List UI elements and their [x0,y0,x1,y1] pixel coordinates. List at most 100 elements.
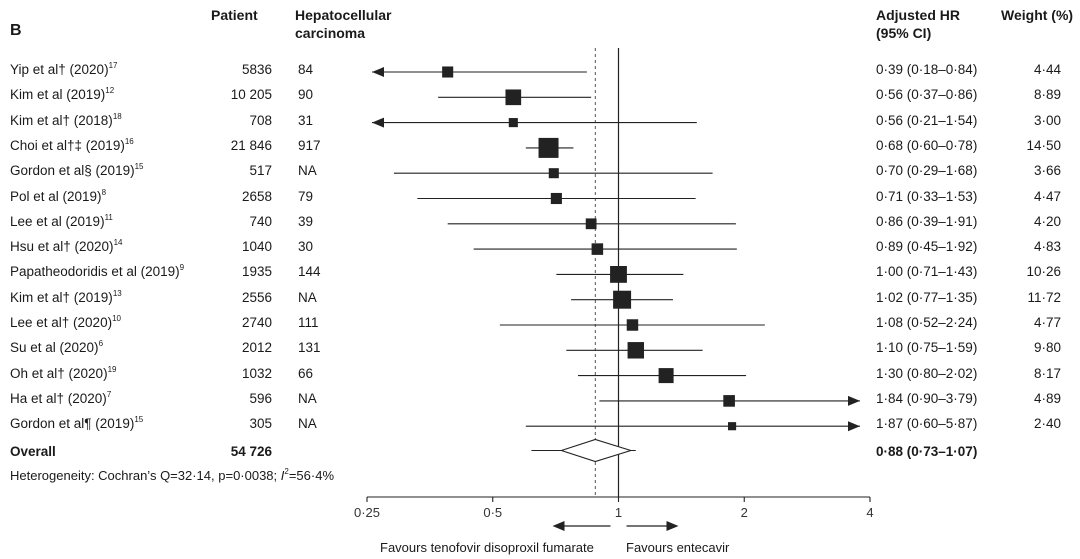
study-ref: 18 [112,111,122,121]
study-name: Kim et al† (2019)13 [10,289,122,306]
study-patients: 10 205 [230,87,272,103]
study-weight: 3·00 [1033,112,1061,128]
study-hr: 1·87 (0·60–5·87) [876,416,978,432]
heterogeneity-text: Heterogeneity: Cochran’s Q=32·14, p=0·00… [10,468,334,484]
point-estimate [508,118,518,128]
study-patients: 2556 [241,289,272,305]
study-hcc: 111 [298,315,319,330]
favours-left: Favours tenofovir disoproxil fumarate [380,540,594,555]
study-label: Kim et al† (2019) [10,289,113,305]
study-hcc: 144 [298,264,321,280]
study-patients: 596 [249,390,272,406]
panel-label: B [10,22,22,39]
study-hcc: 90 [298,87,314,103]
study-patients: 517 [249,163,272,179]
study-patients: 21 846 [230,137,272,153]
study-hcc: NA [298,390,317,406]
weight-header: Weight (%) [1001,7,1074,23]
study-name: Gordon et al§ (2019)15 [10,163,144,179]
study-patients: 1040 [241,239,272,255]
overall-label: Overall [10,444,56,459]
study-hcc: 30 [298,239,314,255]
study-ref: 6 [98,339,104,349]
study-label: Oh et al† (2020) [10,365,108,381]
study-ref: 7 [106,389,112,399]
study-patients: 1032 [241,365,272,381]
point-estimate [505,89,522,106]
study-name: Kim et al† (2018)18 [10,111,122,129]
study-patients: 2658 [241,188,272,204]
study-name: Hsu et al† (2020)14 [10,239,122,255]
hr-header-line2: (95% CI) [876,25,932,41]
study-label: Hsu et al† (2020) [10,239,114,255]
overall-diamond [559,438,633,463]
study-label: Lee et al (2019) [10,213,105,229]
study-weight: 4·47 [1033,188,1061,204]
hr-header: Adjusted HR (95% CI) [876,6,960,42]
study-ref: 14 [113,238,123,248]
study-label: Kim et al† (2018) [10,112,113,128]
study-hr: 1·10 (0·75–1·59) [876,340,978,356]
study-patients: 2012 [241,340,272,356]
x-tick-label: 2 [741,505,748,520]
study-patients: 1935 [241,264,272,280]
study-hr: 1·02 (0·77–1·35) [876,289,978,305]
study-label: Ha et al† (2020) [10,390,107,406]
study-name: Choi et al†‡ (2019)16 [10,136,134,154]
favours-left-arrow-head [552,521,565,531]
study-ref: 10 [112,314,121,323]
point-estimate [626,319,639,331]
study-hr: 0·71 (0·33–1·53) [876,188,978,204]
study-hr: 1·30 (0·80–2·02) [876,365,978,381]
study-name: Lee et al† (2020)10 [10,315,121,331]
hcc-header: Hepatocellular carcinoma [295,6,391,42]
study-hr: 1·00 (0·71–1·43) [876,264,978,280]
point-estimate [723,395,735,407]
point-estimate [538,137,559,158]
study-weight: 4·89 [1033,390,1061,406]
study-hr: 0·56 (0·37–0·86) [876,87,978,103]
heterogeneity-i: I [280,468,285,483]
favours-right-arrow-head [666,521,679,531]
study-ref: 19 [107,364,117,374]
heterogeneity-prefix: Heterogeneity: Cochran’s Q=32·14, p=0·00… [10,468,281,483]
x-tick-label: 1 [615,505,622,520]
study-name: Ha et al† (2020)7 [10,389,112,407]
study-name: Lee et al (2019)11 [10,213,113,230]
study-weight: 10·26 [1026,264,1061,280]
hr-header-line1: Adjusted HR [876,7,960,23]
study-name: Pol et al (2019)8 [10,187,107,205]
study-patients: 708 [249,112,272,128]
point-estimate [610,265,627,283]
study-hcc: 79 [298,188,314,204]
study-hr: 0·70 (0·29–1·68) [876,163,978,179]
study-label: Papatheodoridis et al (2019) [10,264,180,280]
study-weight: 4·44 [1033,62,1061,77]
x-tick-label: 0·25 [354,505,380,520]
study-ref: 8 [101,187,107,197]
study-hcc: 31 [298,112,314,128]
ci-arrow-left [372,117,384,128]
hcc-header-line1: Hepatocellular [295,7,392,23]
ci-arrow-right [848,395,860,406]
study-name: Yip et al† (2020)17 [10,62,117,78]
hcc-header-line2: carcinoma [295,25,366,41]
point-estimate [613,290,632,309]
study-label: Pol et al (2019) [10,188,102,204]
study-weight: 8·17 [1033,365,1061,381]
study-patients: 740 [249,213,272,229]
point-estimate [727,422,737,431]
point-estimate [442,66,454,78]
study-hr: 0·68 (0·60–0·78) [876,137,978,153]
study-hr: 0·39 (0·18–0·84) [876,62,978,77]
study-ref: 15 [134,415,144,425]
study-hcc: 39 [298,213,314,229]
study-hcc: NA [298,289,317,305]
study-hcc: 66 [298,365,314,381]
study-ref: 16 [124,136,134,146]
study-label: Kim et al (2019) [10,87,106,103]
point-estimate [550,192,562,205]
study-weight: 4·20 [1033,213,1061,229]
study-name: Papatheodoridis et al (2019)9 [10,264,184,280]
